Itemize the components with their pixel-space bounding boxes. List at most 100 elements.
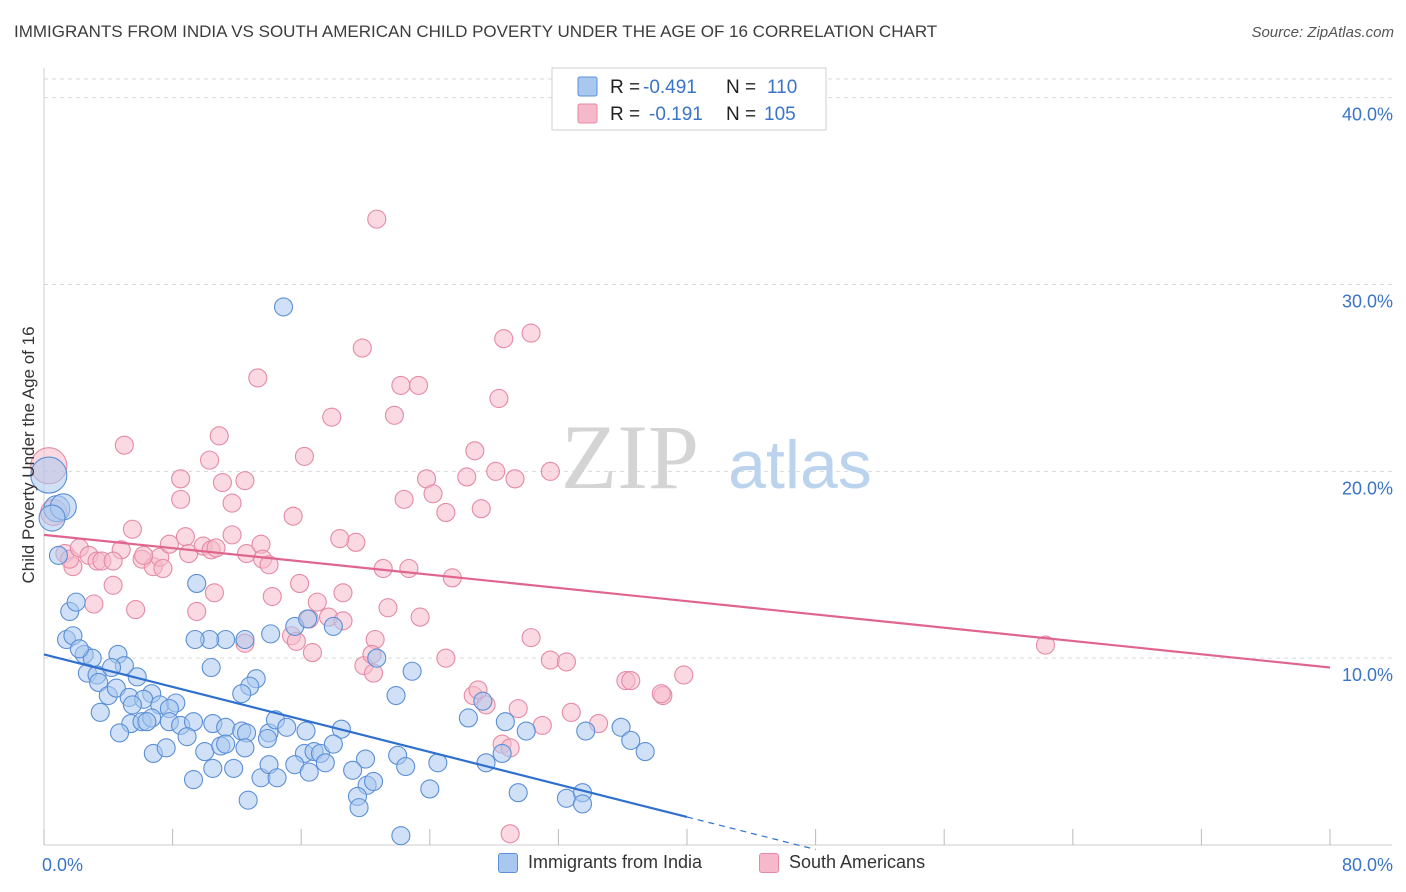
stats-n-value-1: 110: [767, 77, 797, 98]
india-point-65: [224, 758, 244, 778]
south-americans-point-71: [457, 467, 477, 487]
stats-swatch-blue: [577, 76, 598, 97]
india-point-0: [30, 456, 68, 494]
india-point-19: [106, 678, 126, 698]
south-americans-point-9: [103, 575, 123, 595]
south-americans-point-19: [187, 601, 207, 622]
south-americans-point-60: [294, 446, 314, 466]
x-tick-labels: 0.0% 80.0%: [42, 855, 1393, 875]
india-point-71: [315, 753, 335, 773]
india-point-94: [216, 629, 236, 650]
stats-n-label-2: N =: [726, 104, 756, 125]
south-americans-point-66: [391, 375, 411, 395]
y-axis-label: Child Poverty Under the Age of 16: [19, 326, 38, 583]
india-point-57: [323, 734, 343, 754]
south-americans-point-55: [209, 426, 229, 446]
south-americans-point-17: [175, 527, 196, 547]
india-point-63: [183, 770, 204, 790]
south-americans-point-69: [423, 484, 443, 504]
india-point-68: [267, 768, 287, 788]
india-point-102: [402, 661, 422, 681]
india-point-76: [420, 779, 440, 799]
legend-item-south-americans: South Americans: [759, 852, 925, 873]
source-label: Source: ZipAtlas.com: [1251, 24, 1394, 41]
south-americans-point-103: [259, 555, 279, 575]
india-point-88: [611, 717, 631, 737]
india-point-6: [66, 592, 86, 612]
south-americans-point-45: [540, 650, 560, 670]
south-americans-point-92: [651, 684, 671, 704]
south-americans-point-93: [532, 715, 552, 735]
south-americans-point-75: [489, 388, 509, 409]
south-americans-point-29: [262, 586, 282, 607]
india-point-89: [621, 730, 641, 750]
legend-label-south-americans: South Americans: [789, 852, 926, 872]
legend-item-india: Immigrants from India: [498, 852, 702, 873]
stats-r-label-1: R =: [610, 77, 640, 98]
legend-label-india: Immigrants from India: [528, 852, 703, 872]
stats-n-value-2: 105: [764, 104, 796, 125]
india-point-105: [273, 297, 294, 317]
x-tick-label-0: 0.0%: [42, 855, 83, 875]
south-americans-point-16: [171, 489, 191, 509]
stats-r-label-2: R =: [610, 104, 640, 125]
india-point-47: [156, 738, 176, 758]
india-point-17: [89, 672, 109, 693]
south-americans-point-20: [114, 435, 134, 455]
india-point-107: [298, 609, 318, 629]
bottom-legend: Immigrants from India South Americans: [0, 852, 1406, 878]
india-point-61: [476, 753, 496, 773]
india-point-78: [556, 788, 576, 808]
stats-n-label-1: N =: [726, 77, 756, 98]
south-americans-point-31: [290, 573, 310, 593]
india-point-75: [396, 756, 416, 777]
south-americans-point-54: [200, 450, 220, 470]
south-americans-point-96: [1035, 635, 1056, 655]
south-americans-point-70: [436, 502, 456, 522]
legend-swatch-south-americans: [759, 852, 779, 873]
india-point-42: [277, 717, 297, 737]
grid-lines: [44, 78, 1392, 659]
india-point-83: [391, 826, 411, 846]
south-americans-point-104: [378, 598, 398, 618]
south-americans-point-58: [248, 368, 268, 388]
india-point-101: [232, 684, 252, 704]
south-americans-point-47: [561, 702, 581, 722]
south-americans-point-26: [222, 525, 242, 545]
watermark-atlas: atlas: [728, 427, 872, 503]
south-americans-point-25: [204, 583, 224, 603]
india-point-20: [90, 702, 110, 722]
india-point-64: [203, 758, 223, 778]
india-point-45: [110, 723, 130, 743]
south-americans-trend-line: [43, 533, 1331, 669]
india-point-96: [185, 629, 205, 650]
south-americans-point-53: [171, 469, 191, 489]
south-americans-point-67: [394, 489, 414, 509]
trend-lines: [43, 533, 1331, 851]
india-point-3: [38, 504, 66, 532]
india-trend-extension: [686, 816, 816, 851]
south-americans-point-63: [352, 338, 372, 358]
india-point-49: [195, 742, 215, 762]
south-americans-point-11: [122, 519, 142, 539]
watermark-zip: ZIP: [561, 406, 699, 508]
india-point-98: [201, 657, 221, 678]
india-point-11: [69, 639, 89, 659]
y-tick-label-2: 30.0%: [1342, 292, 1393, 312]
south-americans-point-78: [521, 323, 541, 343]
india-point-51: [216, 734, 236, 754]
watermark: ZIP atlas: [561, 406, 872, 508]
india-point-77: [508, 783, 528, 803]
india-point-108: [367, 648, 387, 668]
south-americans-point-72: [465, 441, 485, 461]
india-point-85: [516, 721, 536, 741]
south-americans-point-82: [621, 671, 641, 691]
india-point-4: [48, 545, 69, 565]
india-point-104: [187, 573, 207, 593]
india-point-43: [296, 721, 316, 741]
india-point-72: [343, 760, 363, 780]
south-americans-point-81: [500, 824, 520, 844]
india-point-109: [261, 624, 281, 644]
india-points: [30, 297, 655, 846]
